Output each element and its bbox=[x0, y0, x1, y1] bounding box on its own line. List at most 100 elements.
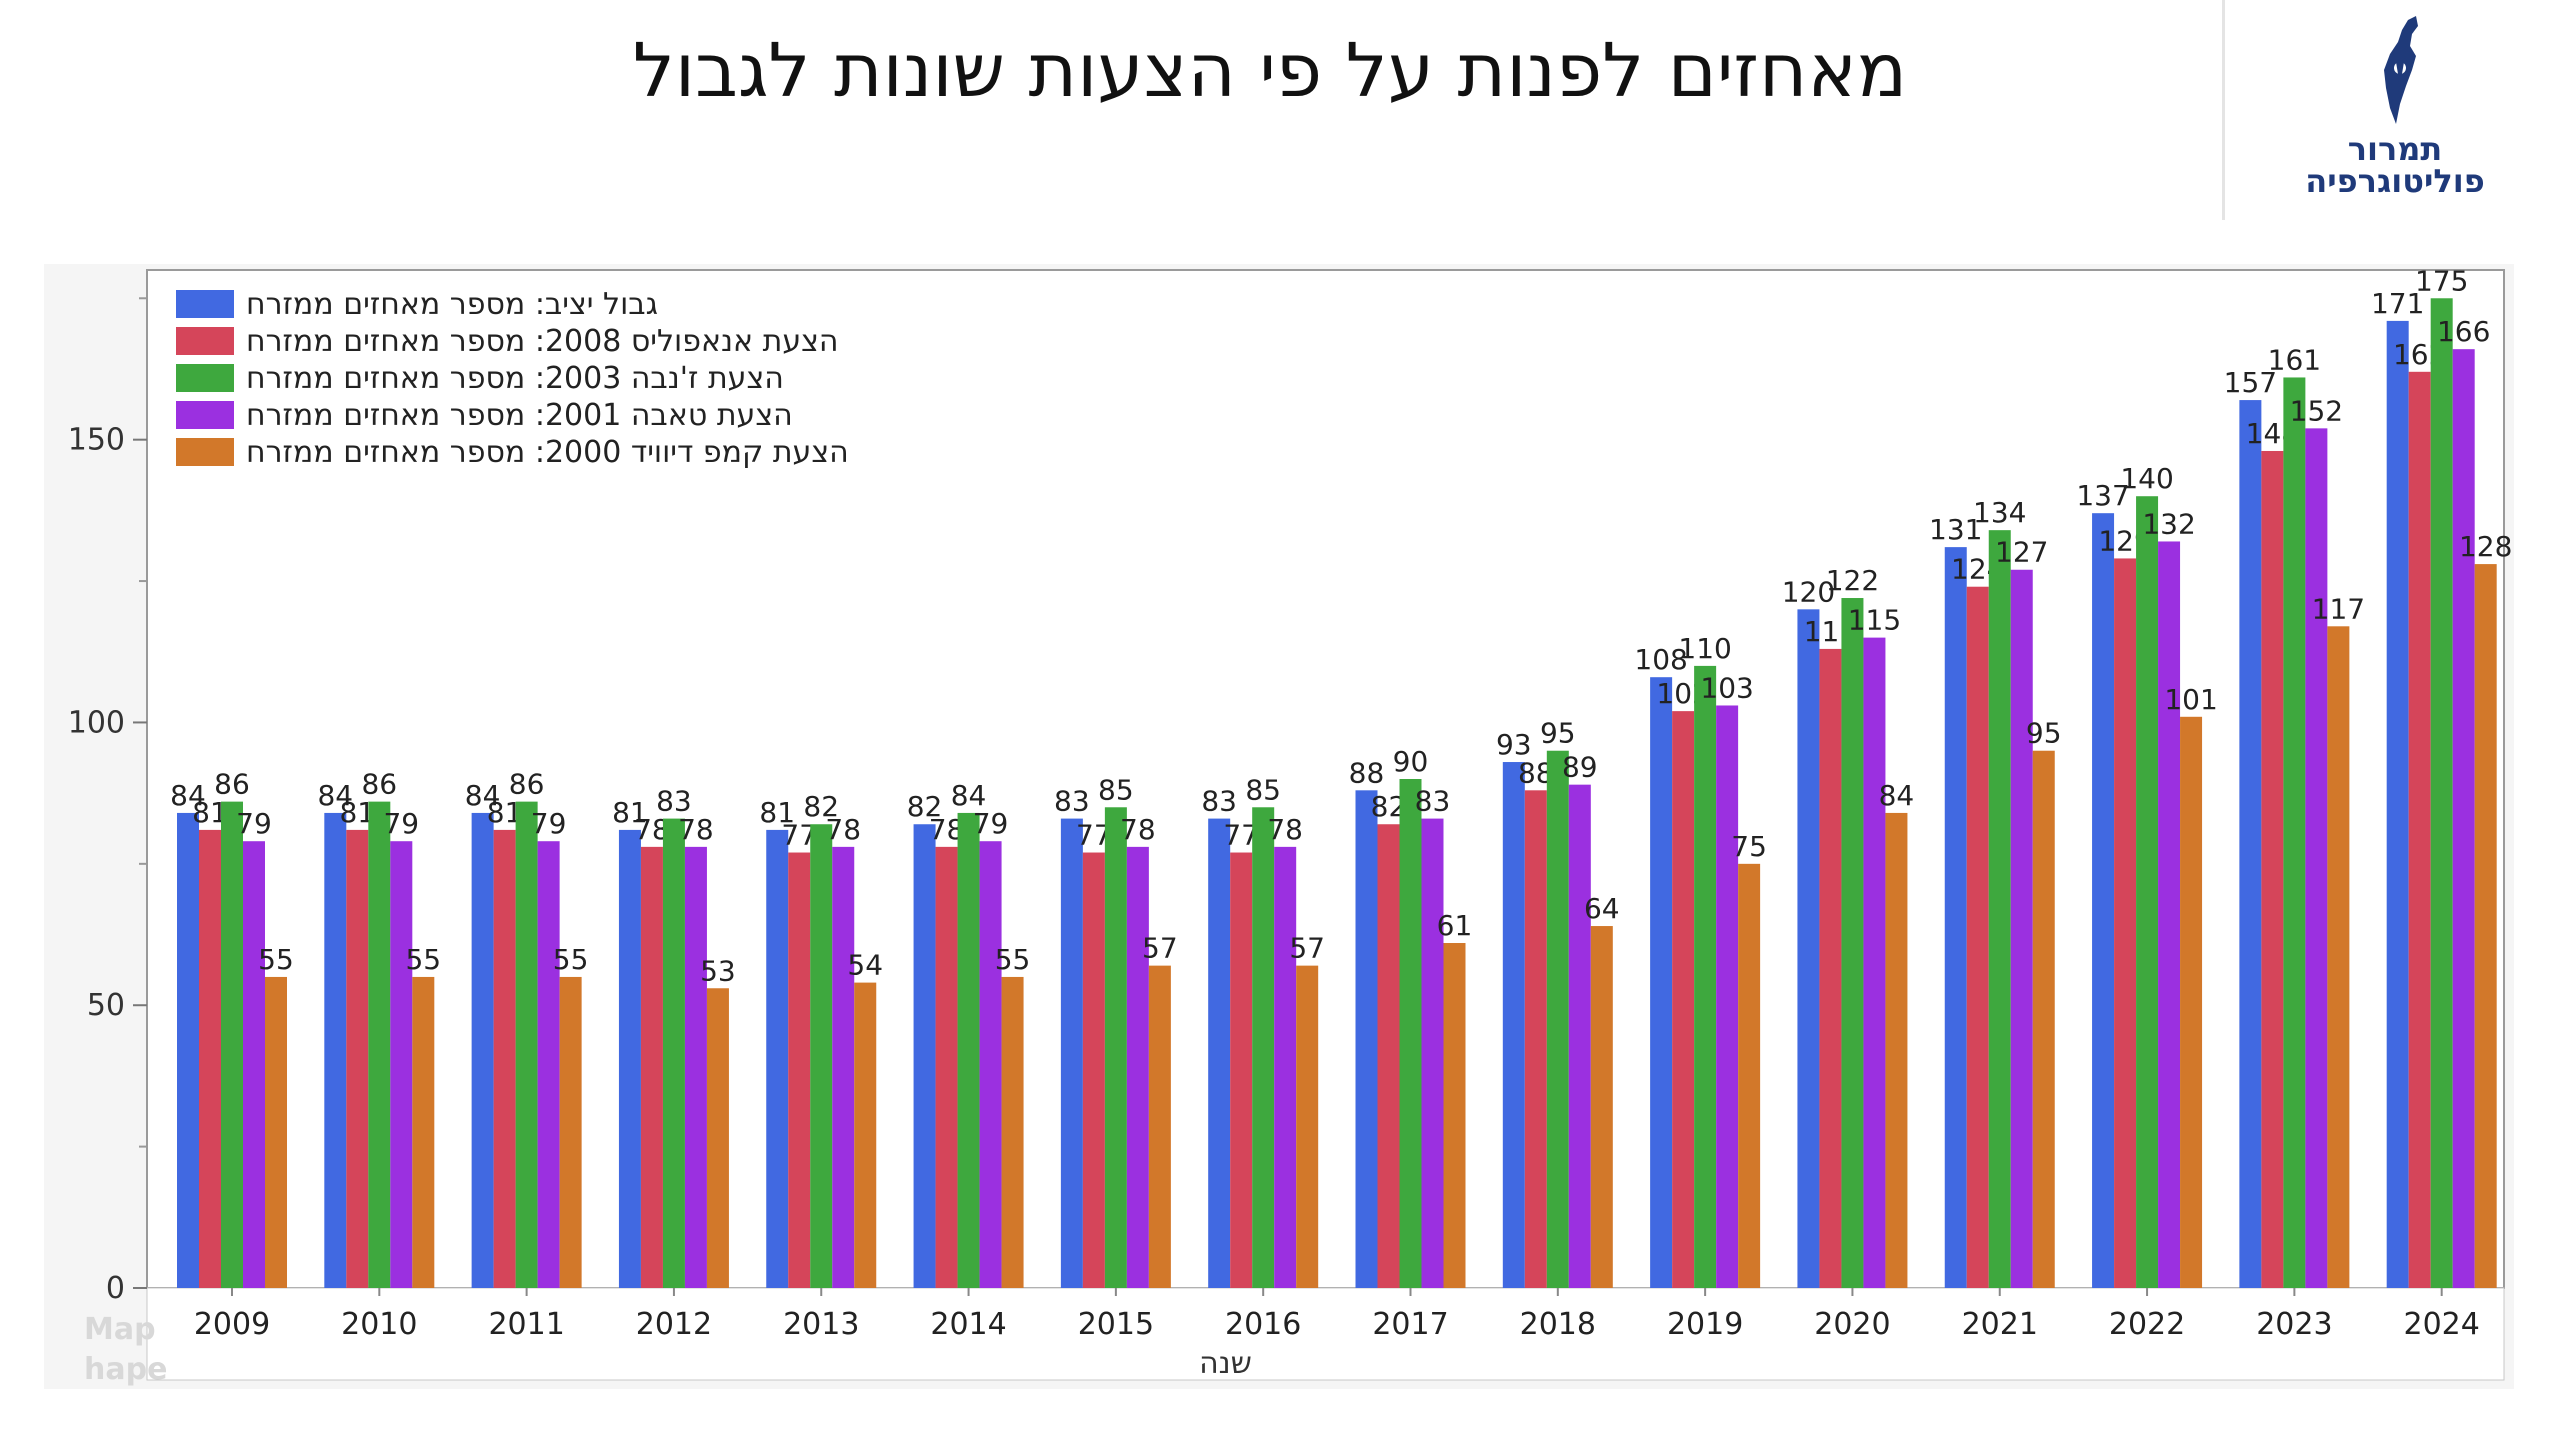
data-label: 88 bbox=[1349, 756, 1385, 789]
bar bbox=[515, 801, 538, 1288]
data-label: 166 bbox=[2437, 315, 2490, 348]
data-label: 53 bbox=[700, 954, 736, 987]
data-label: 83 bbox=[1415, 785, 1451, 818]
bar bbox=[1966, 586, 1989, 1288]
bar bbox=[390, 841, 413, 1288]
bar bbox=[2452, 349, 2475, 1288]
bar bbox=[2305, 428, 2328, 1288]
legend-swatch bbox=[176, 401, 234, 429]
bar bbox=[935, 846, 958, 1288]
bar bbox=[2239, 400, 2262, 1288]
bar bbox=[1252, 807, 1275, 1288]
x-tick-label: 2019 bbox=[1667, 1307, 1743, 1342]
x-tick-label: 2010 bbox=[341, 1307, 417, 1342]
data-label: 85 bbox=[1098, 773, 1134, 806]
y-tick-label: 0 bbox=[106, 1271, 125, 1306]
data-label: 55 bbox=[258, 943, 294, 976]
data-label: 89 bbox=[1562, 751, 1598, 784]
x-tick-label: 2021 bbox=[1962, 1307, 2038, 1342]
bar bbox=[1841, 598, 1864, 1288]
x-tick-label: 2014 bbox=[930, 1307, 1006, 1342]
data-label: 110 bbox=[1678, 632, 1731, 665]
data-label: 82 bbox=[907, 790, 943, 823]
bar bbox=[1443, 943, 1466, 1288]
bar bbox=[1524, 790, 1547, 1288]
bar bbox=[1104, 807, 1127, 1288]
x-tick-label: 2012 bbox=[636, 1307, 712, 1342]
data-label: 79 bbox=[236, 807, 272, 840]
data-label: 175 bbox=[2415, 264, 2468, 297]
bar bbox=[2283, 377, 2306, 1288]
bar bbox=[493, 829, 516, 1288]
bar bbox=[2092, 513, 2115, 1288]
bar bbox=[706, 988, 729, 1288]
bar bbox=[2261, 450, 2284, 1288]
data-label: 128 bbox=[2459, 530, 2512, 563]
bar bbox=[2474, 564, 2497, 1288]
bar bbox=[810, 824, 833, 1288]
bar bbox=[1082, 852, 1105, 1288]
page-title: מאחזים לפנות על פי הצעות שונות לגבול bbox=[632, 28, 1908, 114]
logo-text-line1: תמרור bbox=[2347, 130, 2443, 168]
bar bbox=[979, 841, 1002, 1288]
logo-text-line2: פוליטוגרפיה bbox=[2305, 162, 2485, 200]
data-label: 78 bbox=[1120, 813, 1156, 846]
data-label: 127 bbox=[1995, 536, 2048, 569]
data-label: 64 bbox=[1584, 892, 1620, 925]
x-tick-label: 2022 bbox=[2109, 1307, 2185, 1342]
data-label: 132 bbox=[2142, 507, 2195, 540]
data-label: 57 bbox=[1289, 932, 1325, 965]
bar bbox=[618, 829, 641, 1288]
bar bbox=[346, 829, 369, 1288]
bar bbox=[1355, 790, 1378, 1288]
bar bbox=[1797, 609, 1820, 1288]
bar bbox=[2327, 626, 2350, 1288]
chart-panel: 0 50 100 150 84 81 86 79 55 2009 84 81 86 79 55 2010 84 8… bbox=[44, 264, 2514, 1389]
data-label: 78 bbox=[678, 813, 714, 846]
legend-label: הצעת אנאפוליס 2008: מספר מאחזים ממזרח bbox=[246, 324, 839, 359]
bar bbox=[1399, 779, 1422, 1288]
data-label: 57 bbox=[1142, 932, 1178, 965]
bar bbox=[1650, 677, 1673, 1288]
data-label: 115 bbox=[1848, 604, 1901, 637]
bar bbox=[1694, 665, 1717, 1288]
x-axis-label: שנה bbox=[1199, 1346, 1252, 1381]
bar-chart: 0501001508481867955200984818679552010848… bbox=[68, 264, 2513, 1381]
israel-map-icon bbox=[2384, 16, 2418, 124]
bar bbox=[1230, 852, 1253, 1288]
data-label: 75 bbox=[1731, 830, 1767, 863]
data-label: 55 bbox=[995, 943, 1031, 976]
data-label: 93 bbox=[1496, 728, 1532, 761]
bar bbox=[1568, 784, 1591, 1288]
bar bbox=[1148, 965, 1171, 1288]
bar bbox=[684, 846, 707, 1288]
bar bbox=[2136, 496, 2159, 1288]
x-tick-label: 2018 bbox=[1520, 1307, 1596, 1342]
y-tick-label: 50 bbox=[87, 988, 125, 1023]
bar bbox=[640, 846, 663, 1288]
data-label: 103 bbox=[1700, 671, 1753, 704]
data-label: 95 bbox=[2026, 717, 2062, 750]
ghost-label-map: Map bbox=[84, 1312, 156, 1347]
bar bbox=[1944, 547, 1967, 1288]
bar bbox=[368, 801, 391, 1288]
logo-divider bbox=[2222, 0, 2225, 220]
data-label: 54 bbox=[847, 949, 883, 982]
bar bbox=[1421, 818, 1444, 1288]
bar bbox=[1885, 812, 1908, 1288]
bar bbox=[1296, 965, 1319, 1288]
data-label: 84 bbox=[1879, 779, 1915, 812]
bar bbox=[2032, 750, 2055, 1288]
data-label: 84 bbox=[170, 779, 206, 812]
legend-swatch bbox=[176, 438, 234, 466]
bar bbox=[2158, 541, 2181, 1288]
bar bbox=[1274, 846, 1297, 1288]
bar bbox=[412, 976, 435, 1288]
data-label: 78 bbox=[1267, 813, 1303, 846]
bar bbox=[1988, 530, 2011, 1288]
legend-label: הצעת טאבה 2001: מספר מאחזים ממזרח bbox=[246, 398, 793, 433]
bar bbox=[1590, 926, 1613, 1288]
data-label: 120 bbox=[1782, 575, 1835, 608]
data-label: 86 bbox=[361, 768, 397, 801]
bar bbox=[913, 824, 936, 1288]
